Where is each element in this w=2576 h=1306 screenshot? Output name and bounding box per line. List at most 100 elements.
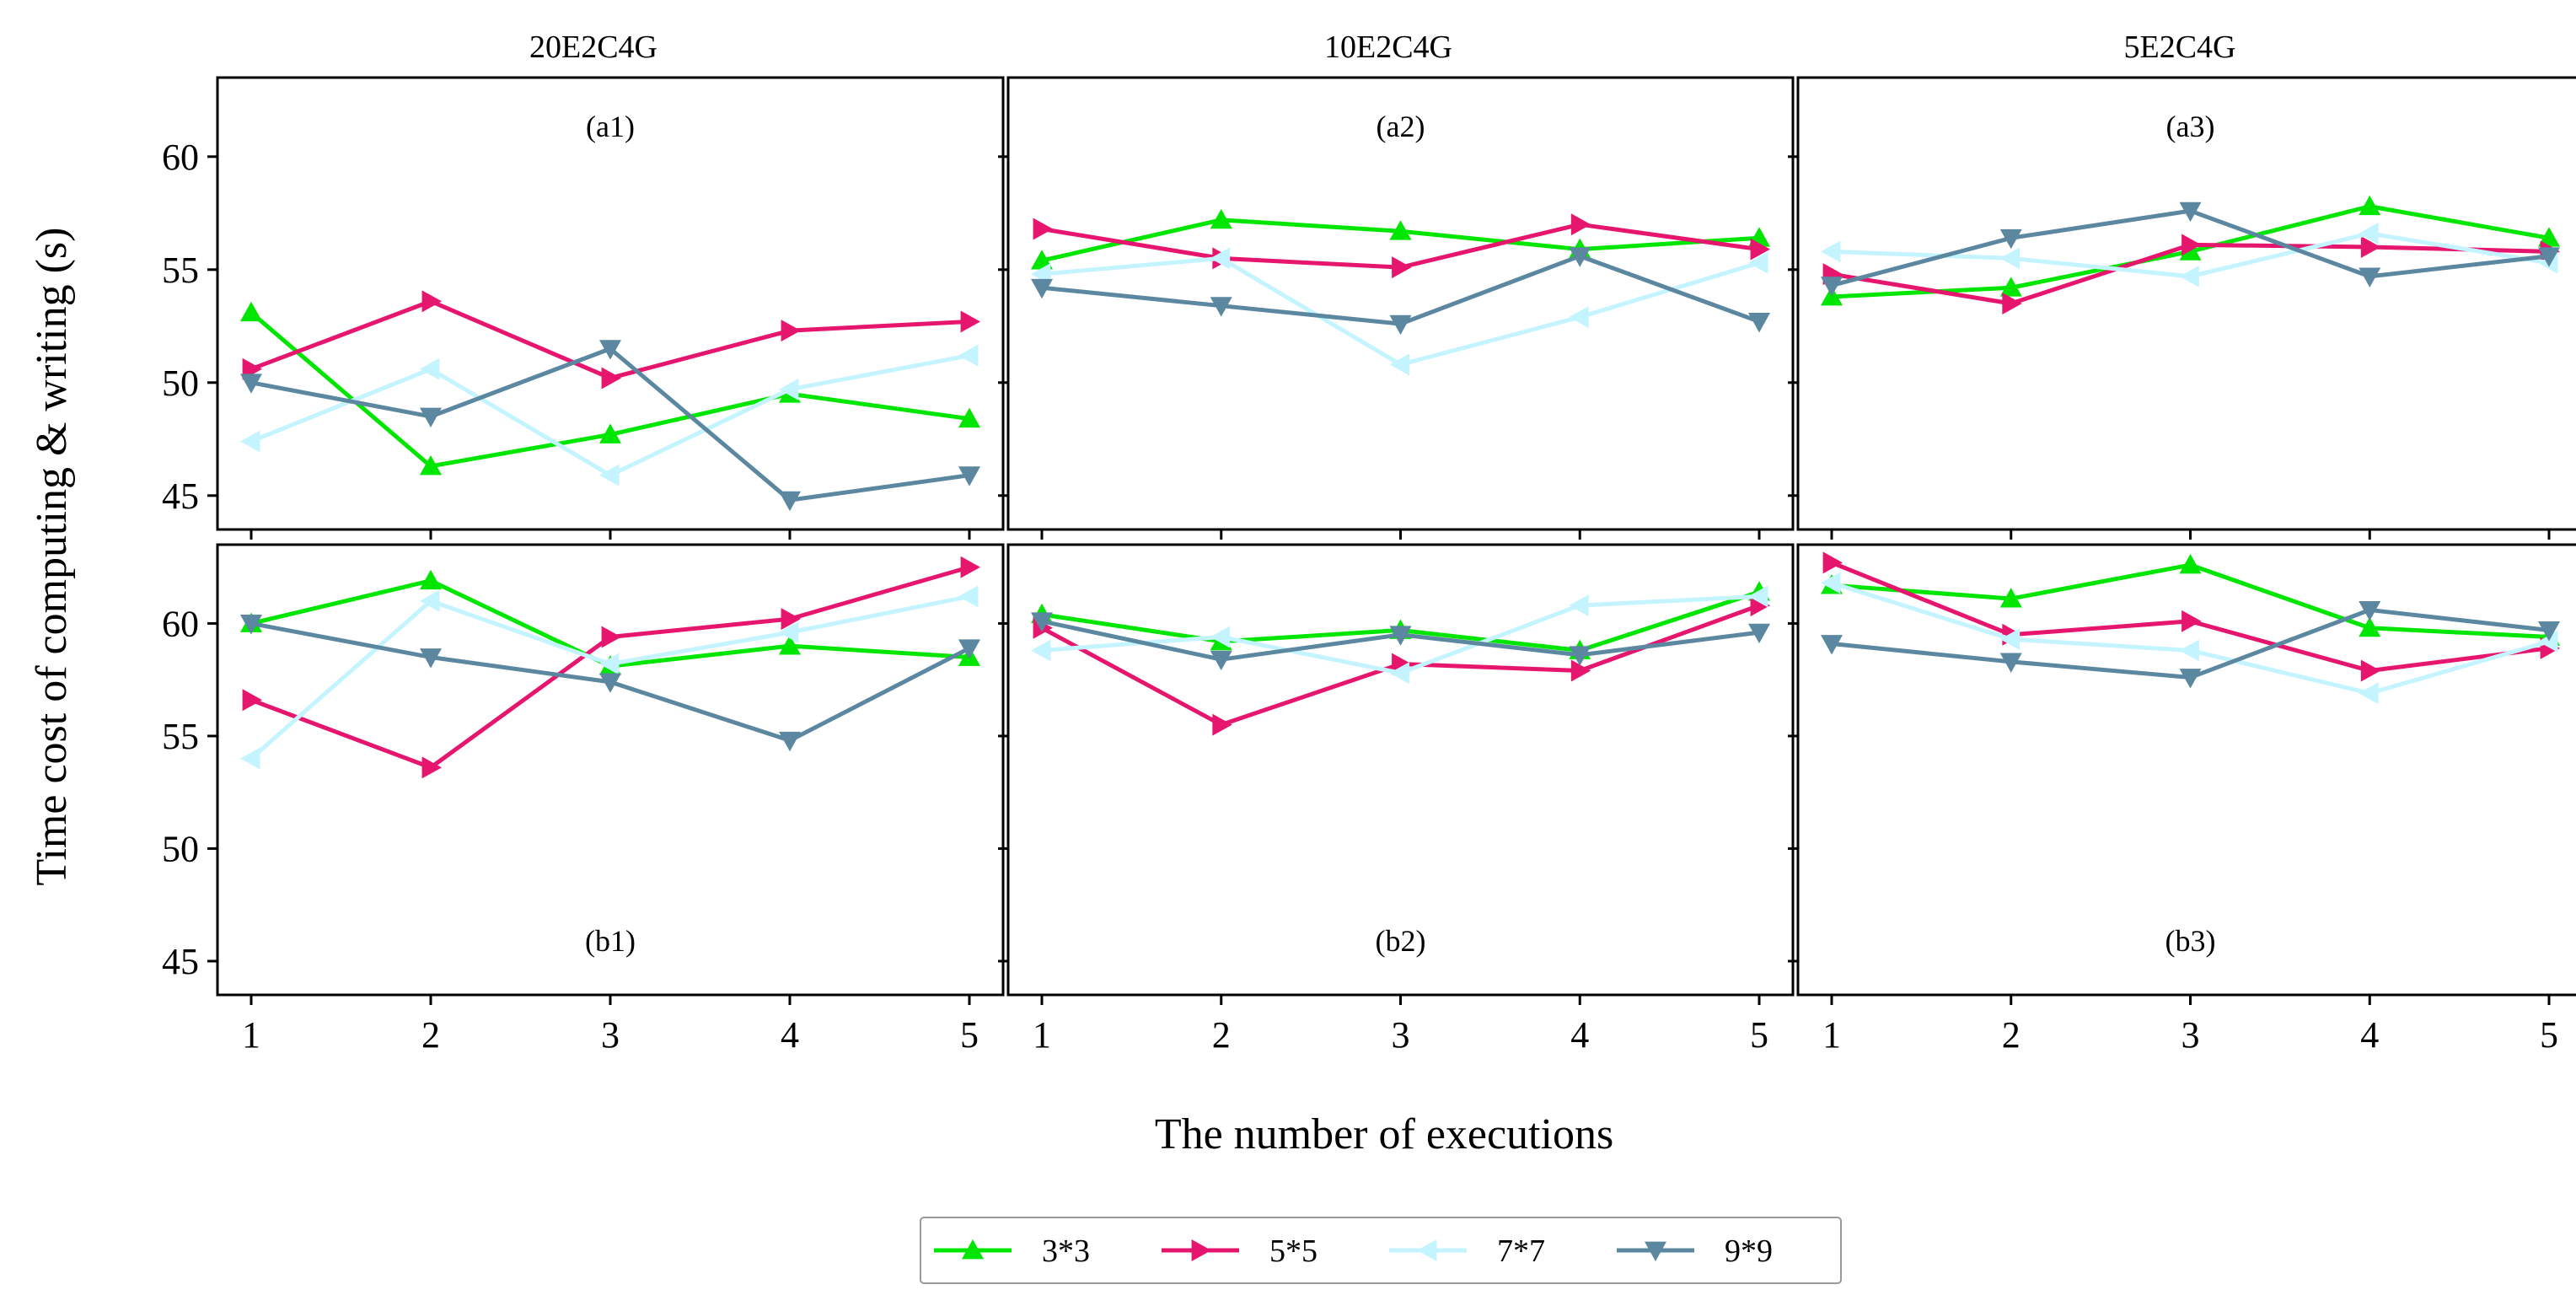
series-3*3: [1821, 554, 2560, 646]
y-tick-label: 45: [162, 941, 199, 982]
legend-label: 5*5: [1269, 1233, 1318, 1269]
data-point: [1031, 639, 1051, 662]
legend-label: 3*3: [1042, 1233, 1090, 1269]
series-line: [250, 578, 970, 669]
data-point: [1999, 628, 2021, 651]
x-tick-label: 2: [2002, 1014, 2021, 1056]
data-point: [1210, 626, 1231, 648]
series-5*5: [1033, 213, 1770, 279]
x-tick-label: 5: [1750, 1014, 1768, 1056]
series-9*9: [240, 615, 980, 752]
data-point: [2182, 234, 2202, 256]
data-point: [1748, 623, 1770, 644]
data-point: [420, 407, 442, 427]
data-point: [1821, 240, 1841, 263]
panel-label: (b3): [2165, 924, 2216, 958]
data-point: [1569, 594, 1589, 617]
data-point: [601, 367, 621, 390]
series-5*5: [242, 556, 980, 779]
data-point: [1389, 626, 1412, 646]
data-point: [1210, 650, 1232, 671]
y-tick-label: 60: [162, 137, 199, 178]
data-point: [2538, 227, 2560, 247]
legend-item-3*3: 3*3: [934, 1233, 1090, 1269]
panel-label: (b2): [1376, 924, 1426, 958]
data-point: [1210, 247, 1231, 270]
panel-a3: (a3): [1788, 76, 2576, 540]
data-point: [2002, 293, 2022, 314]
data-point: [599, 423, 621, 443]
data-point: [2538, 247, 2560, 267]
panel-label: (a2): [1377, 110, 1425, 143]
column-title-20E2C4G: 20E2C4G: [529, 30, 657, 65]
data-point: [1999, 653, 2022, 673]
data-point: [1748, 585, 1768, 608]
data-point: [1389, 662, 1409, 685]
series-9*9: [1821, 601, 2560, 689]
data-point: [420, 357, 440, 380]
data-point: [2359, 222, 2379, 245]
x-tick-label: 4: [781, 1014, 799, 1056]
data-point: [779, 378, 799, 400]
data-point: [1389, 220, 1412, 240]
data-point: [958, 639, 980, 659]
data-point: [2360, 236, 2381, 258]
data-point: [599, 653, 620, 675]
data-point: [1999, 228, 2022, 250]
data-point: [1031, 278, 1053, 299]
data-point: [1750, 238, 1770, 261]
series-7*7: [1031, 585, 1768, 685]
data-point: [1569, 306, 1589, 329]
data-point: [601, 626, 621, 648]
legend-marker: [1191, 1239, 1211, 1261]
data-point: [1999, 588, 2022, 608]
y-axis-title: Time cost of computing & writing (s): [28, 228, 76, 886]
data-point: [240, 430, 260, 453]
series-line: [250, 298, 970, 380]
data-point: [2182, 610, 2202, 632]
data-point: [240, 301, 262, 322]
x-tick-label: 1: [1822, 1014, 1841, 1056]
series-7*7: [240, 585, 979, 770]
panel-label: (b1): [585, 924, 636, 958]
y-tick-label: 60: [162, 603, 199, 644]
legend-marker: [962, 1239, 984, 1260]
x-tick-label: 5: [2540, 1014, 2558, 1056]
legend-item-7*7: 7*7: [1389, 1233, 1545, 1269]
data-point: [240, 747, 260, 770]
data-point: [960, 556, 980, 578]
data-point: [599, 464, 620, 486]
data-point: [1821, 572, 1841, 594]
x-tick-label: 2: [421, 1014, 440, 1056]
panel-b2: 1 2 3 4 5 (b2): [998, 543, 1795, 1056]
legend-item-9*9: 9*9: [1617, 1233, 1773, 1269]
data-point: [599, 673, 621, 693]
legend-marker: [1645, 1241, 1666, 1261]
data-point: [2359, 601, 2381, 621]
data-point: [242, 689, 262, 712]
legend-item-5*5: 5*5: [1162, 1233, 1318, 1269]
series-9*9: [1031, 247, 1770, 336]
series-3*3: [1031, 581, 1770, 659]
data-point: [420, 569, 442, 590]
data-point: [1748, 251, 1768, 274]
data-point: [2179, 554, 2202, 574]
data-point: [1210, 208, 1232, 229]
legend-frame: [920, 1217, 1842, 1284]
data-point: [240, 374, 262, 394]
data-point: [420, 454, 442, 476]
legend-label: 9*9: [1725, 1233, 1773, 1269]
data-point: [2359, 616, 2381, 637]
data-point: [1569, 247, 1591, 267]
x-tick-label: 5: [960, 1014, 979, 1056]
series-3*3: [1031, 208, 1770, 270]
series-9*9: [1821, 202, 2560, 297]
series-7*7: [240, 344, 979, 486]
legend-label: 7*7: [1497, 1233, 1545, 1269]
data-point: [1570, 659, 1591, 682]
y-tick-label: 55: [162, 716, 199, 757]
data-point: [421, 290, 442, 313]
data-point: [240, 615, 262, 635]
